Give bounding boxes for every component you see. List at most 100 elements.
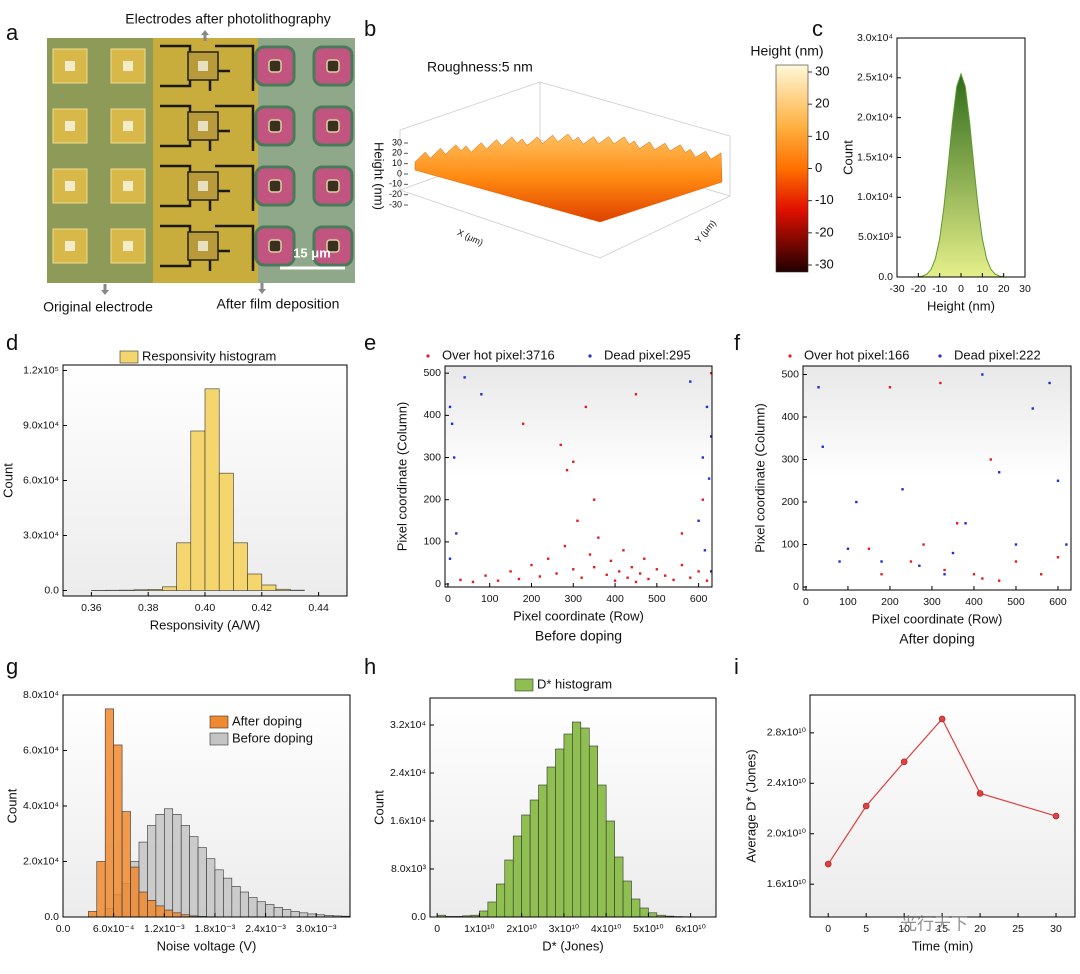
- x-axis-label: Responsivity (A/W): [150, 617, 261, 632]
- x-tick-label: 200: [523, 593, 541, 605]
- pixel-point: [592, 565, 596, 569]
- pixel-point: [530, 563, 533, 567]
- pixel-point: [463, 376, 466, 379]
- pixel-point: [867, 547, 871, 550]
- colorbar-tick-label: -10: [815, 192, 834, 207]
- colorbar: [775, 64, 809, 273]
- pixel-point: [821, 445, 824, 448]
- pixel-point: [1039, 573, 1043, 576]
- y-tick-label: 2.4x10¹⁰: [767, 777, 806, 789]
- y-tick-label: 1.6x10⁴: [390, 815, 426, 827]
- x-tick-label: 100: [839, 596, 857, 608]
- plot-frame: [444, 365, 713, 588]
- y-tick-label: 3.2x10⁴: [390, 719, 426, 731]
- legend-label: Responsivity histogram: [142, 348, 276, 363]
- histogram-bar: [162, 586, 177, 591]
- watermark: 光行天下: [900, 914, 968, 933]
- pixel-point: [943, 568, 946, 572]
- pixel-point: [939, 381, 942, 385]
- histogram-bar: [275, 588, 291, 591]
- pixel-point: [459, 578, 462, 582]
- x-tick-label: 0: [434, 923, 440, 935]
- pixel-point: [452, 456, 456, 459]
- y-tick-label: 0.0: [878, 271, 893, 283]
- histogram-bar: [130, 866, 140, 918]
- pixel-point: [1031, 407, 1034, 410]
- pixel-point: [613, 579, 617, 582]
- x-axis-label: Height (nm): [927, 298, 995, 313]
- x-axis-label: Pixel coordinate (Row): [513, 608, 644, 623]
- x-tick-label: 0: [803, 596, 809, 608]
- pixel-point: [997, 579, 1001, 582]
- pixel-point: [588, 553, 592, 556]
- subtitle: After doping: [899, 631, 975, 647]
- colorbar-tick-label: 10: [815, 128, 829, 143]
- pixel-point: [1065, 543, 1068, 546]
- x-tick-label: 15: [936, 923, 948, 935]
- pixel-point: [1014, 560, 1018, 563]
- histogram-bar: [190, 430, 206, 591]
- electrode-center: [198, 241, 208, 251]
- pixel-point: [817, 386, 820, 389]
- histogram-bar: [233, 542, 248, 591]
- y-tick-label: 0: [435, 578, 441, 590]
- histogram-bar: [529, 799, 539, 918]
- pixel-point: [521, 422, 525, 425]
- pixel-point: [709, 435, 713, 438]
- histogram-bar: [163, 808, 174, 918]
- pixel-point: [689, 576, 692, 579]
- pixel-point: [471, 580, 475, 584]
- x-tick-label: 1.8x10⁻³: [195, 923, 236, 935]
- pixel-point: [448, 557, 452, 560]
- y-tick-label: 2.0x10¹⁰: [767, 828, 806, 840]
- histogram-bar: [605, 820, 615, 918]
- colorbar-tick-label: 0: [815, 160, 822, 175]
- pixel-point: [1056, 479, 1060, 482]
- histogram-bar: [239, 891, 250, 918]
- x-tick-label: 6x10¹⁰: [675, 923, 705, 935]
- plot-frame: [802, 365, 1072, 591]
- x-tick-label: 4x10¹⁰: [591, 923, 621, 935]
- film-center: [268, 59, 282, 73]
- pixel-point: [450, 422, 454, 425]
- x-tick-label: -20: [911, 283, 926, 295]
- y-tick-label: 8.0x10⁴: [23, 689, 59, 701]
- pixel-point: [951, 551, 955, 555]
- histogram-bar: [282, 909, 292, 918]
- y-tick-label: 200: [423, 493, 441, 505]
- histogram-bar: [88, 911, 98, 918]
- annotation: Original electrode: [43, 299, 153, 315]
- line-point: [862, 802, 870, 810]
- pixel-point: [484, 574, 487, 577]
- pixel-point: [955, 522, 959, 525]
- line-point: [824, 860, 832, 868]
- z-tick-label: 20: [392, 148, 402, 158]
- pixel-point: [496, 579, 500, 582]
- histogram-bar: [256, 901, 266, 918]
- panel-label: a: [6, 20, 19, 45]
- pixel-point: [705, 579, 709, 582]
- pixel-point: [709, 371, 713, 375]
- histogram-bar: [104, 708, 114, 918]
- pixel-point: [563, 544, 567, 548]
- pixel-point: [880, 573, 883, 576]
- y-tick-label: 300: [781, 453, 799, 465]
- histogram-bar: [521, 814, 531, 918]
- plot-background: [803, 366, 1071, 590]
- histogram-bar: [223, 877, 233, 918]
- histogram-bar: [631, 898, 641, 918]
- legend-label: Dead pixel:295: [604, 347, 691, 362]
- y-tick-label: 3.0x10⁴: [857, 32, 893, 44]
- x-tick-label: 100: [481, 593, 499, 605]
- electrode-pad: [187, 111, 219, 141]
- x-tick-label: 30: [1050, 923, 1062, 935]
- panel-label: c: [812, 16, 823, 41]
- pixel-point: [634, 580, 638, 584]
- pixel-point: [597, 536, 600, 539]
- electrode-center: [123, 61, 133, 71]
- z-tick-label: 30: [392, 137, 402, 147]
- x-axis-label: Noise voltage (V): [157, 938, 257, 953]
- histogram-bar: [273, 906, 283, 918]
- pixel-point: [918, 564, 921, 567]
- pixel-point: [703, 549, 707, 552]
